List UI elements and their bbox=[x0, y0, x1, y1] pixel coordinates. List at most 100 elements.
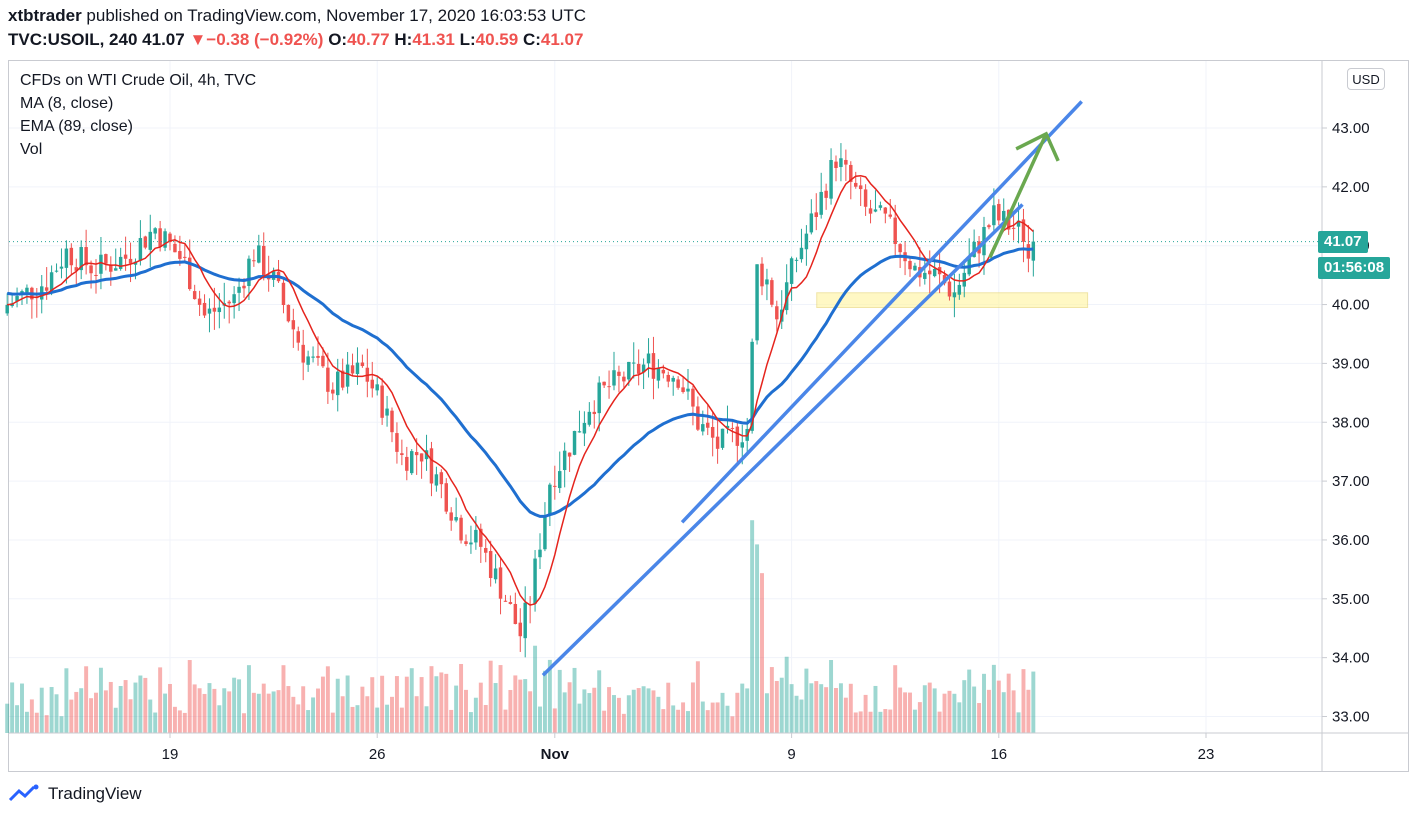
volume-bars bbox=[5, 520, 1036, 733]
candle bbox=[1021, 208, 1026, 263]
volume-bar bbox=[947, 690, 952, 733]
candle-body bbox=[5, 304, 9, 314]
candle-body bbox=[114, 268, 118, 271]
open-value: 40.77 bbox=[347, 30, 390, 49]
candle bbox=[454, 497, 458, 523]
price-tick-label: 37.00 bbox=[1332, 473, 1370, 490]
candle bbox=[858, 177, 863, 207]
volume-bar bbox=[237, 679, 242, 733]
candle bbox=[577, 410, 582, 433]
candle bbox=[291, 308, 296, 348]
candle bbox=[854, 171, 858, 189]
volume-bar bbox=[838, 683, 843, 733]
candle bbox=[671, 375, 675, 396]
volume-bar bbox=[118, 686, 123, 733]
volume-bar bbox=[59, 716, 64, 733]
volume-bar bbox=[74, 691, 79, 733]
candle-body bbox=[15, 296, 19, 302]
candle bbox=[706, 404, 710, 436]
volume-bar bbox=[1001, 692, 1006, 733]
candle-body bbox=[612, 370, 616, 386]
volume-bar bbox=[898, 687, 903, 733]
candle-body bbox=[331, 389, 335, 394]
candle bbox=[79, 240, 83, 280]
time-tick-label: 19 bbox=[162, 746, 179, 763]
candle bbox=[548, 482, 552, 527]
volume-bar bbox=[695, 661, 700, 733]
volume-bar bbox=[824, 687, 829, 733]
candle-body bbox=[622, 376, 626, 382]
volume-bar bbox=[917, 702, 922, 733]
candle bbox=[804, 225, 809, 266]
candle bbox=[789, 256, 794, 301]
currency-button[interactable]: USD bbox=[1347, 68, 1385, 90]
candle-body bbox=[395, 433, 399, 452]
candle-body bbox=[454, 517, 458, 521]
volume-bar bbox=[24, 711, 29, 733]
volume-bar bbox=[345, 675, 350, 733]
candle bbox=[646, 338, 651, 378]
candle bbox=[444, 478, 448, 515]
trend-drawings[interactable] bbox=[541, 100, 1083, 677]
volume-bar bbox=[5, 703, 10, 733]
tradingview-logo-icon bbox=[8, 784, 39, 802]
volume-bar bbox=[641, 686, 646, 733]
candle bbox=[765, 268, 769, 301]
candle bbox=[306, 350, 310, 372]
candle bbox=[686, 369, 690, 400]
candle-body bbox=[49, 272, 54, 292]
volume-bar bbox=[656, 696, 661, 733]
candle bbox=[405, 446, 409, 481]
forecast-arrow-shaft bbox=[988, 133, 1048, 259]
candle-body bbox=[888, 214, 892, 217]
candle bbox=[197, 290, 202, 316]
candle-body bbox=[390, 410, 394, 433]
volume-bar bbox=[592, 687, 597, 733]
volume-bar bbox=[542, 670, 547, 733]
low-value: 40.59 bbox=[475, 30, 519, 49]
candle-body bbox=[854, 182, 858, 187]
volume-bar bbox=[991, 664, 996, 733]
candle-body bbox=[1021, 219, 1026, 242]
close-label: C: bbox=[522, 30, 541, 49]
candle bbox=[336, 358, 340, 412]
candle-body bbox=[488, 551, 493, 578]
candle-body bbox=[661, 369, 666, 374]
candle bbox=[474, 516, 478, 550]
volume-bar bbox=[158, 667, 163, 733]
candle-body bbox=[858, 185, 863, 190]
volume-bar bbox=[370, 677, 375, 733]
candle bbox=[730, 422, 735, 443]
candle-body bbox=[814, 212, 818, 217]
candle bbox=[143, 235, 148, 250]
volume-bar bbox=[207, 683, 212, 733]
footer-brand[interactable]: TradingView bbox=[8, 784, 142, 804]
volume-bar bbox=[661, 709, 666, 733]
candle-body bbox=[681, 387, 685, 393]
volume-bar bbox=[39, 687, 44, 733]
candle-body bbox=[296, 331, 300, 343]
chart-frame[interactable] bbox=[8, 60, 1409, 772]
author-name[interactable]: xtbtrader bbox=[8, 6, 82, 25]
ma-legend[interactable]: MA (8, close) bbox=[20, 95, 114, 112]
vol-legend[interactable]: Vol bbox=[20, 141, 43, 158]
volume-bar bbox=[108, 681, 113, 733]
ema-legend[interactable]: EMA (89, close) bbox=[20, 118, 133, 135]
volume-bar bbox=[602, 710, 607, 733]
candle bbox=[632, 342, 636, 379]
candle bbox=[962, 259, 966, 298]
candle bbox=[296, 326, 300, 351]
volume-bar bbox=[794, 695, 799, 733]
volume-bar bbox=[217, 705, 222, 733]
candle bbox=[252, 249, 256, 267]
price-change: −0.38 (−0.92%) bbox=[206, 30, 324, 49]
candle bbox=[498, 558, 503, 615]
volume-bar bbox=[986, 689, 991, 733]
candle bbox=[997, 199, 1001, 226]
volume-bar bbox=[409, 668, 414, 733]
volume-bar bbox=[498, 665, 503, 733]
candle-body bbox=[834, 161, 838, 169]
candle bbox=[868, 199, 873, 224]
volume-bar bbox=[666, 682, 671, 733]
